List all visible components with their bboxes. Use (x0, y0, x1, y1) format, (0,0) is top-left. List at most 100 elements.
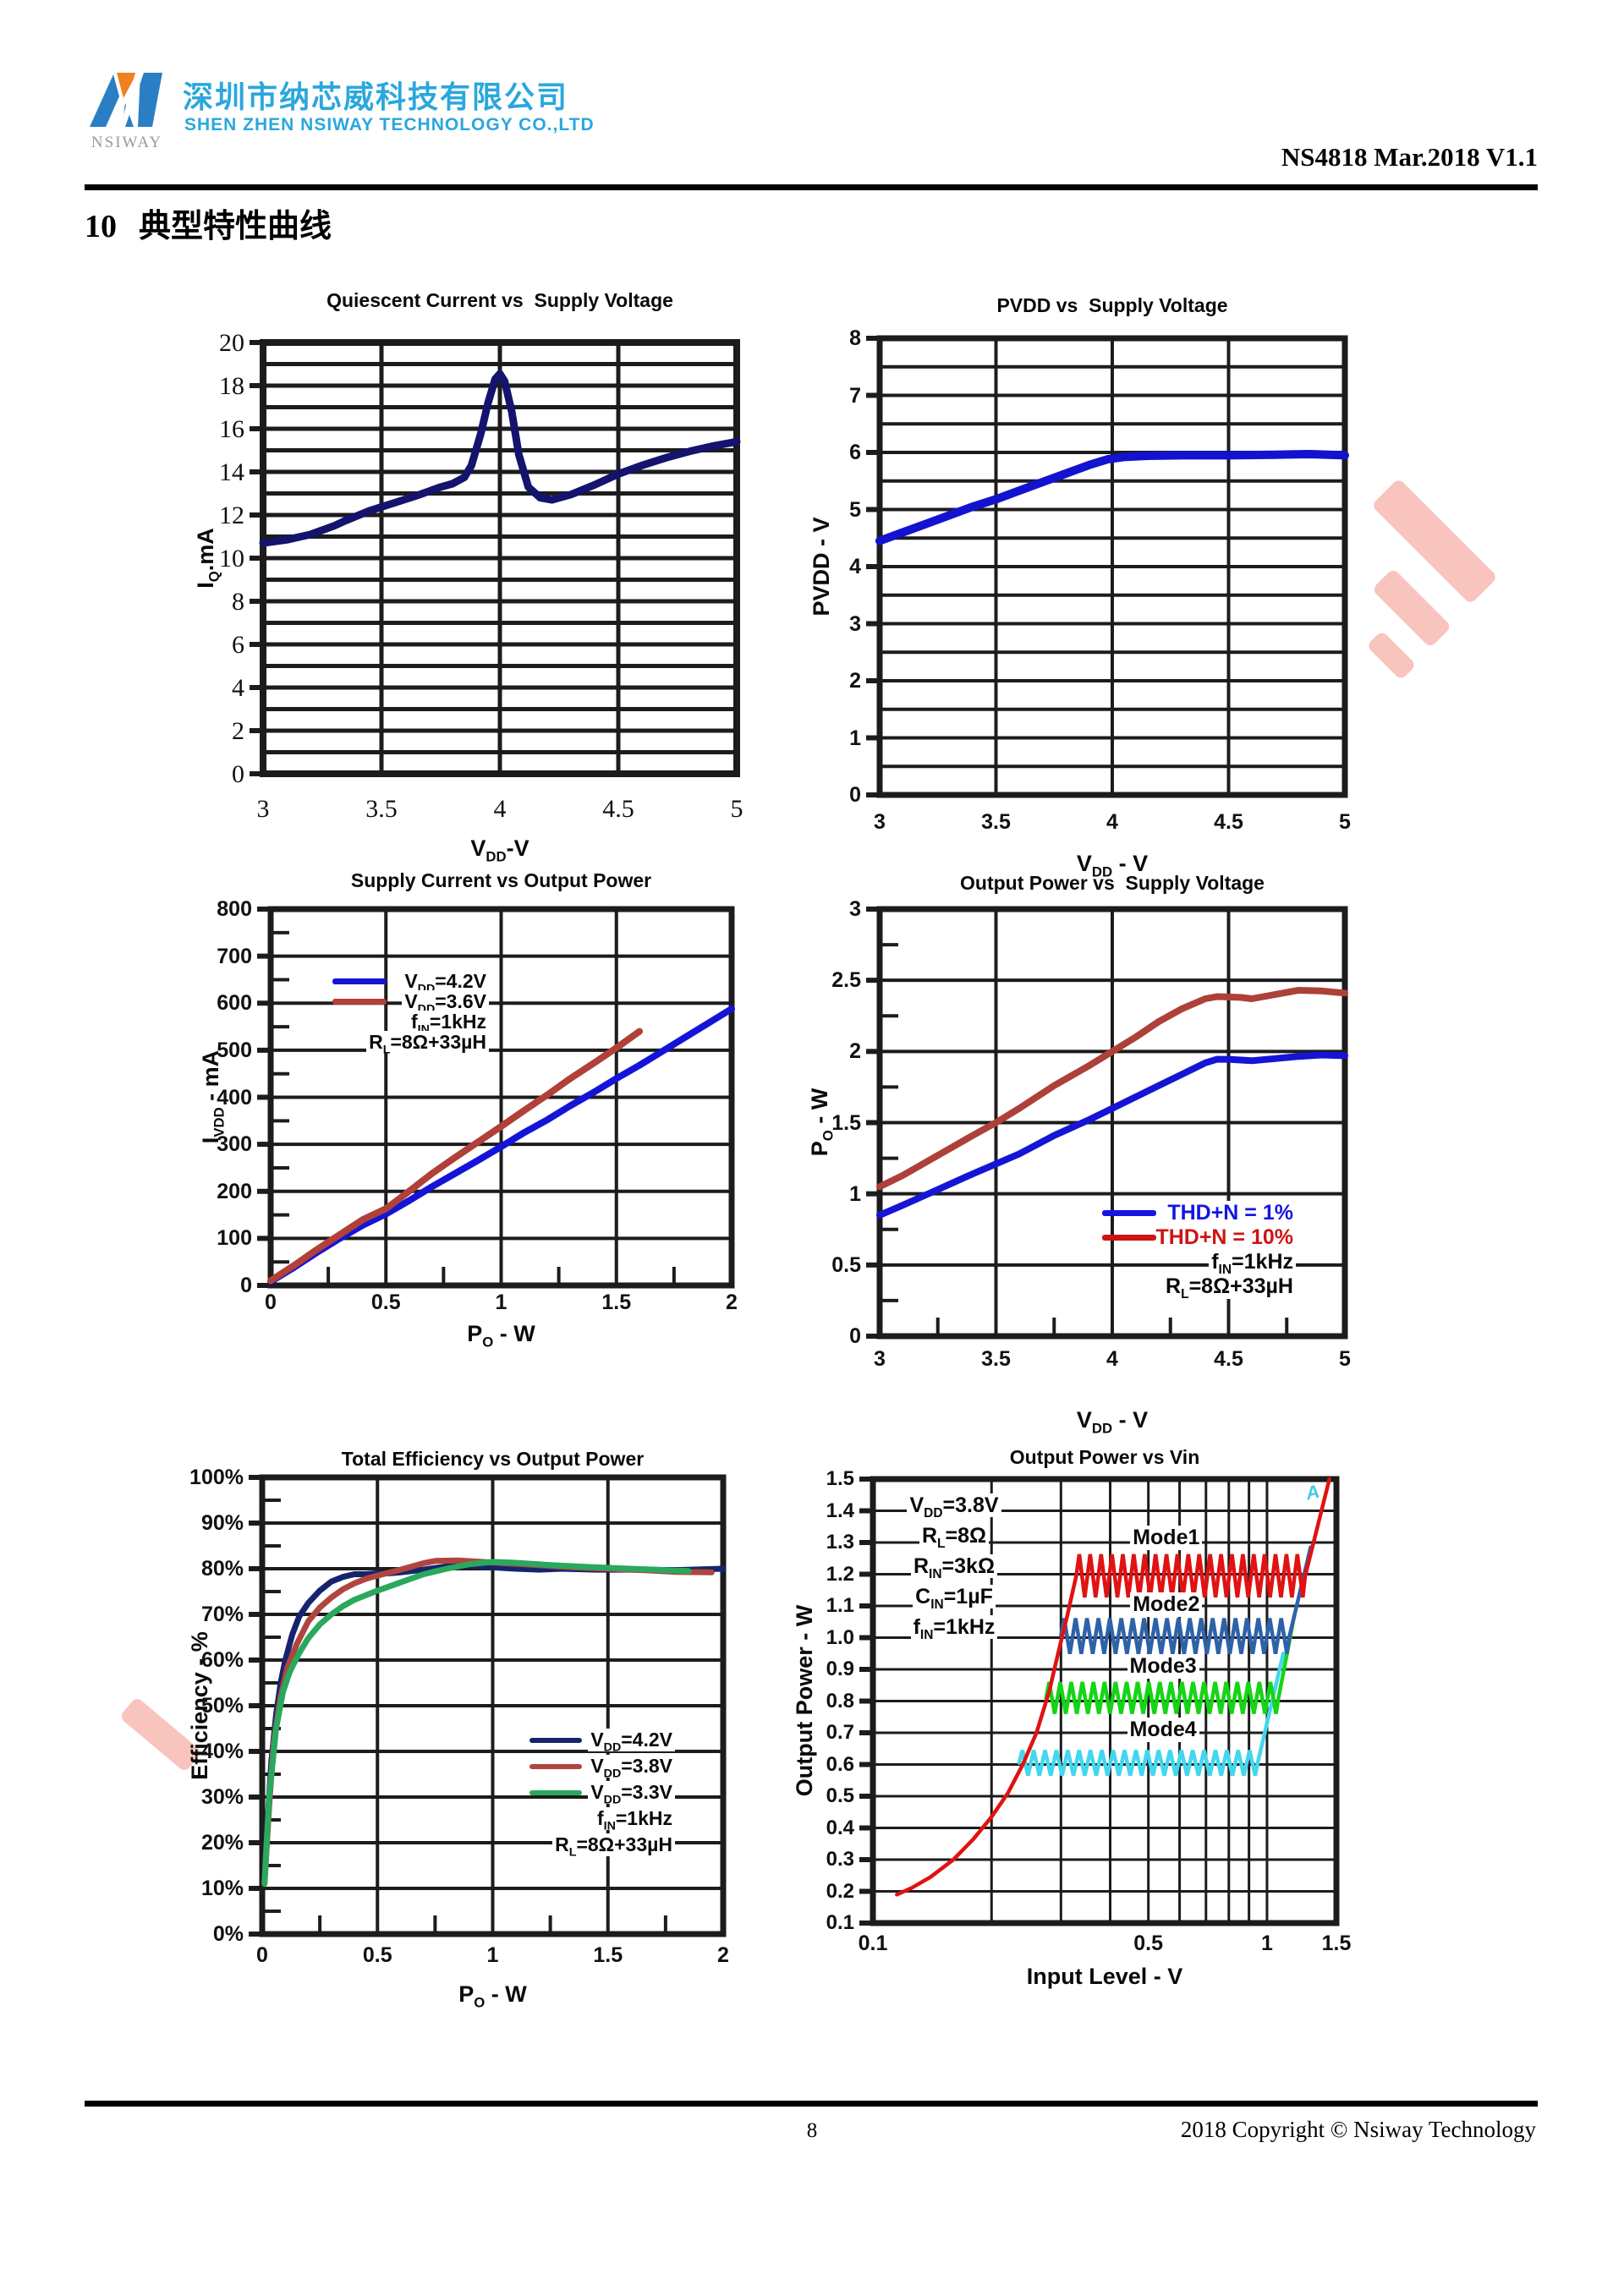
y-tick-label: 0.5 (831, 1252, 861, 1277)
legend-swatch (332, 998, 387, 1005)
y-tick-label: 0.8 (826, 1689, 854, 1712)
chart-title-output-power-vin: Output Power vs Vin (1009, 1446, 1200, 1468)
x-tick-label: 4 (493, 795, 507, 823)
x-tick-label: 5 (730, 795, 743, 823)
y-tick-label: 90% (200, 1511, 244, 1535)
y-tick-label: 0 (849, 1324, 861, 1348)
mode-label-mode4: Mode4 (1104, 1717, 1222, 1742)
y-tick-label: 0.1 (826, 1911, 854, 1935)
x-axis-label: PO - W (458, 1981, 527, 2011)
footer-rule (85, 2101, 1538, 2107)
y-tick-label: 0.7 (826, 1721, 854, 1745)
x-axis-label: VDD - V (1076, 851, 1149, 880)
y-tick-label: 6 (232, 630, 244, 659)
y-tick-label: 800 (217, 897, 252, 921)
x-tick-label: 4.5 (1214, 1347, 1243, 1371)
legend-label: RL=8Ω+33µH (1025, 1274, 1296, 1301)
y-tick-label: 0.5 (826, 1784, 854, 1808)
mode-label-mode2: Mode2 (1107, 1592, 1226, 1617)
y-tick-label: 100 (217, 1226, 252, 1251)
x-tick-label: 0.5 (1133, 1932, 1164, 1955)
legend-label: VDD=3.8V (404, 1753, 675, 1780)
legend-label: VDD=4.2V (218, 969, 489, 995)
y-tick-label: 0 (849, 783, 861, 807)
y-tick-label: 4 (232, 673, 244, 702)
y-tick-label: 5 (849, 497, 861, 522)
annotation-line: RIN=3kΩ (819, 1551, 1089, 1581)
y-tick-label: 40% (200, 1740, 244, 1763)
y-tick-label: 0.9 (826, 1658, 854, 1681)
legend-label: fIN=1kHz (1025, 1250, 1296, 1276)
annotation-line: RL=8Ω (819, 1521, 1089, 1551)
x-tick-label: 3.5 (981, 1347, 1011, 1371)
x-axis-label: PO - W (467, 1321, 535, 1351)
chart-title-supply-current: Supply Current vs Output Power (350, 869, 652, 891)
y-tick-label: 0.6 (826, 1752, 854, 1776)
y-tick-label: 500 (217, 1038, 252, 1062)
x-tick-label: 5 (1339, 810, 1351, 834)
y-tick-label: 0.4 (826, 1816, 854, 1839)
legend-label: THD+N = 1% (1025, 1201, 1296, 1225)
x-tick-label: 4 (1106, 810, 1118, 834)
x-tick-label: 1.5 (1321, 1932, 1352, 1955)
x-tick-label: 1 (486, 1943, 499, 1967)
section-number: 10 (85, 209, 117, 244)
y-tick-label: 1 (849, 1181, 861, 1206)
page-number: 8 (806, 2119, 818, 2142)
copyright: 2018 Copyright © Nsiway Technology (1180, 2117, 1536, 2142)
x-tick-label: 2 (726, 1290, 738, 1314)
chart-title-output-power-vdd: Output Power vs Supply Voltage (960, 872, 1265, 894)
y-tick-label: 2 (849, 1039, 861, 1064)
y-tick-label: 10% (200, 1877, 244, 1900)
legend-swatch (1102, 1210, 1156, 1216)
y-tick-label: 1.5 (831, 1110, 861, 1135)
x-axis-label: VDD-V (470, 836, 529, 865)
legend-swatch (332, 978, 387, 984)
y-tick-label: 3 (849, 611, 861, 636)
mode-label-mode3: Mode3 (1104, 1653, 1222, 1679)
company-name-cn: 深圳市纳芯威科技有限公司 (183, 79, 569, 114)
x-tick-label: 3 (256, 795, 270, 823)
y-tick-label: 200 (217, 1179, 252, 1203)
legend-swatch (529, 1789, 582, 1795)
header-rule (85, 184, 1538, 190)
y-tick-label: 100% (189, 1466, 244, 1489)
chart-title-quiescent-current: Quiescent Current vs Supply Voltage (326, 289, 673, 311)
x-axis-label: Input Level - V (1026, 1964, 1183, 1989)
y-tick-label: 60% (200, 1648, 244, 1672)
annotation-line: CIN=1µF (819, 1581, 1089, 1612)
x-tick-label: 3 (874, 810, 886, 834)
x-tick-label: 2 (717, 1943, 729, 1967)
y-tick-label: 1.5 (826, 1467, 854, 1491)
y-tick-label: 700 (217, 944, 252, 968)
x-tick-label: 4.5 (1214, 810, 1243, 834)
x-tick-label: 1.5 (593, 1943, 623, 1967)
y-tick-label: 1.0 (826, 1625, 854, 1649)
y-tick-label: 20 (219, 328, 244, 357)
x-tick-label: 1 (495, 1290, 508, 1314)
y-tick-label: 1.3 (826, 1531, 854, 1554)
y-tick-label: 14 (219, 458, 244, 486)
legend-label: RL=8Ω+33µH (404, 1832, 675, 1859)
annotation-line: VDD=3.8V (819, 1490, 1089, 1521)
legend-swatch (529, 1737, 582, 1743)
chart-title-efficiency: Total Efficiency vs Output Power (341, 1448, 645, 1470)
y-tick-label: 8 (232, 587, 244, 616)
legend-label: THD+N = 10% (1025, 1225, 1296, 1250)
y-tick-label: 600 (217, 991, 252, 1016)
y-tick-label: 1.1 (826, 1594, 854, 1618)
x-tick-label: 0 (256, 1943, 268, 1967)
y-tick-label: 7 (849, 383, 861, 408)
y-tick-label: 18 (219, 371, 244, 400)
section-title: 10 典型特性曲线 (85, 200, 332, 246)
x-tick-label: 1 (1260, 1932, 1273, 1955)
y-tick-label: 0 (240, 1274, 252, 1297)
legend-swatch (529, 1763, 582, 1769)
x-tick-label: 3 (874, 1347, 886, 1371)
legend-swatch (1102, 1235, 1156, 1241)
y-tick-label: 4 (849, 555, 861, 578)
annotation-line: fIN=1kHz (819, 1612, 1089, 1642)
y-tick-label: 400 (217, 1085, 252, 1110)
y-tick-label: 3 (849, 897, 861, 921)
